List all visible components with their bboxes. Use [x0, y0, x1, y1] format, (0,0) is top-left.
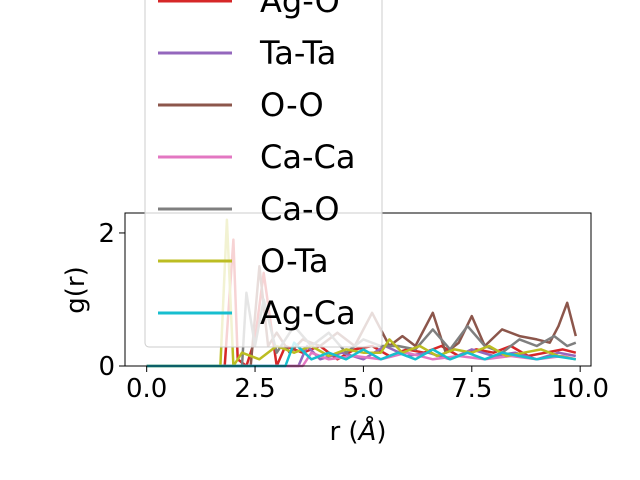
legend: Ag-O Ta-Ta O-O Ca-Ca Ca-O O-Ta Ag-Ca: [144, 0, 383, 348]
series-line-ag-ca: [146, 341, 576, 368]
x-tick-label: 5.0: [343, 374, 384, 404]
legend-items: Ag-O Ta-Ta O-O Ca-Ca Ca-O O-Ta Ag-Ca: [158, 0, 356, 332]
legend-label-ag-o: Ag-O: [260, 0, 340, 20]
x-axis-label: r (Å): [329, 415, 386, 447]
x-tick-label: 0.0: [126, 374, 167, 404]
legend-label-ag-ca: Ag-Ca: [260, 294, 356, 332]
x-axis-label-symbol: Å: [357, 415, 377, 447]
legend-label-ca-o: Ca-O: [260, 190, 340, 228]
x-tick-label: 10.0: [551, 374, 609, 404]
x-tick-label: 2.5: [234, 374, 275, 404]
x-tick-label: 7.5: [451, 374, 492, 404]
legend-label-o-o: O-O: [260, 86, 324, 124]
series-line-o-ta: [146, 218, 577, 368]
legend-label-o-ta: O-Ta: [260, 242, 329, 280]
legend-label-ta-ta: Ta-Ta: [259, 34, 336, 72]
y-axis-label: g(r): [61, 266, 91, 313]
y-tick-label: 2: [98, 219, 115, 249]
legend-label-ca-ca: Ca-Ca: [260, 138, 355, 176]
x-axis-label-close: ): [376, 417, 386, 447]
y-tick-label: 0: [98, 352, 115, 382]
ticks-layer: 0.0 2.5 5.0 7.5 10.0 0 2: [98, 219, 609, 404]
x-axis-label-text: r (: [329, 417, 358, 447]
